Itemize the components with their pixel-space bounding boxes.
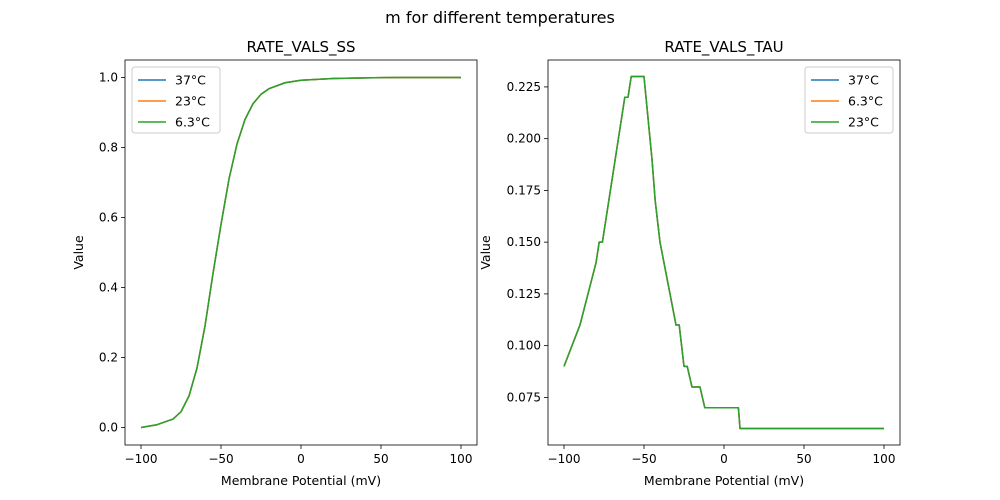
legend-label: 23°C <box>848 115 879 130</box>
legend-box <box>804 66 894 134</box>
y-tick-label: 0.6 <box>99 211 118 225</box>
x-axis-label-ss: Membrane Potential (mV) <box>221 473 381 488</box>
legend-ss: 37°C 23°C 6.3°C <box>131 66 221 134</box>
x-tick-label: −100 <box>548 452 581 466</box>
x-tick-label: 100 <box>450 452 473 466</box>
y-tick-label: 0.125 <box>507 287 541 301</box>
x-tick-label: 0 <box>720 452 728 466</box>
chart-panel-tau: RATE_VALS_TAU −100 −50 0 50 100 0.075 0.100 0.12… <box>478 38 901 488</box>
chart-panel-ss: RATE_VALS_SS −100 −50 0 50 100 0.0 0.2 0.4 0.6 0.8… <box>71 38 478 488</box>
y-tick-label: 0.8 <box>99 141 118 155</box>
figure-suptitle: m for different temperatures <box>385 8 615 27</box>
series-line-ss-2 <box>140 76 461 429</box>
chart-title-tau: RATE_VALS_TAU <box>664 38 783 57</box>
y-tick-label: 1.0 <box>99 71 118 85</box>
legend-tau: 37°C 6.3°C 23°C <box>804 66 894 134</box>
x-tick-label: −50 <box>208 452 233 466</box>
y-tick-label: 0.2 <box>99 351 118 365</box>
x-tick-label: −100 <box>125 452 158 466</box>
chart-title-ss: RATE_VALS_SS <box>246 38 355 57</box>
series-line-tau-2 <box>563 75 884 430</box>
y-tick-label: 0.150 <box>507 235 541 249</box>
legend-box <box>131 66 221 134</box>
x-tick-label: 0 <box>297 452 305 466</box>
y-tick-label: 0.225 <box>507 80 541 94</box>
legend-label: 37°C <box>848 73 879 88</box>
y-tick-label: 0.0 <box>99 421 118 435</box>
y-tick-label: 0.075 <box>507 390 541 404</box>
x-tick-label: 100 <box>873 452 896 466</box>
legend-label: 6.3°C <box>175 115 210 130</box>
y-tick-label: 0.175 <box>507 183 541 197</box>
legend-label: 6.3°C <box>848 94 883 109</box>
x-tick-label: 50 <box>796 452 811 466</box>
x-tick-label: 50 <box>373 452 388 466</box>
legend-label: 23°C <box>175 94 206 109</box>
x-axis-label-tau: Membrane Potential (mV) <box>644 473 804 488</box>
y-tick-label: 0.100 <box>507 339 541 353</box>
y-tick-label: 0.200 <box>507 132 541 146</box>
y-axis-label-tau: Value <box>478 235 493 270</box>
x-tick-label: −50 <box>631 452 656 466</box>
legend-label: 37°C <box>175 73 206 88</box>
y-axis-label-ss: Value <box>71 235 86 270</box>
y-tick-label: 0.4 <box>99 281 118 295</box>
